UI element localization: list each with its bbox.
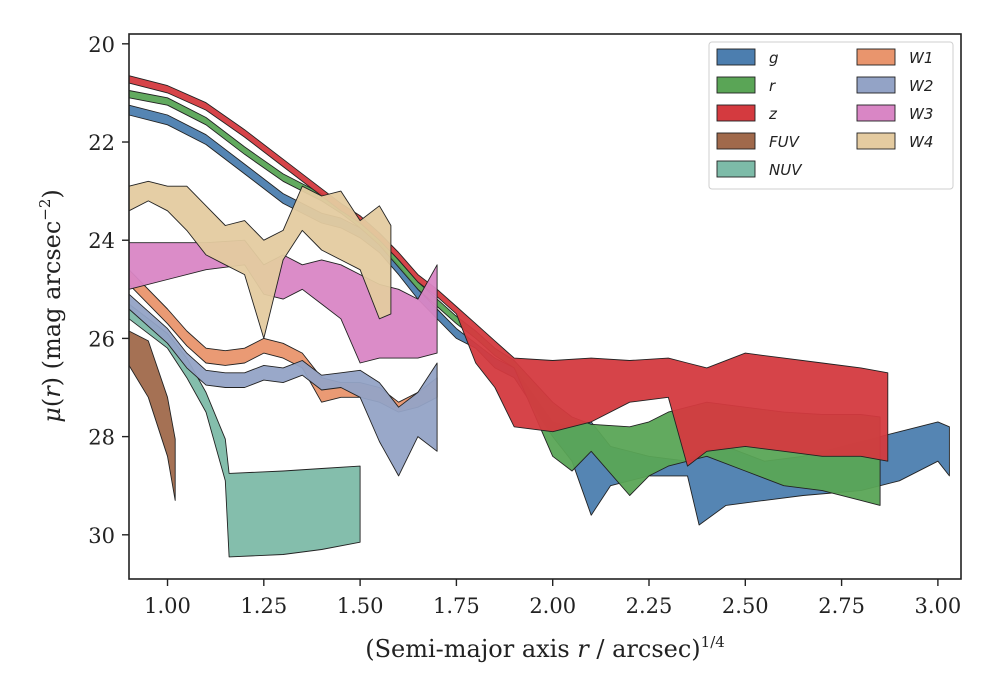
band-fuv: [128, 330, 176, 501]
legend-swatch-nuv: [716, 160, 756, 178]
legend-swatch-w4: [856, 132, 896, 150]
x-tick-label: 1.25: [240, 594, 287, 618]
y-tick-label: 26: [88, 327, 115, 351]
y-axis-label-rest: ) (mag arcsec: [38, 221, 66, 387]
y-axis-label-close: ): [38, 189, 66, 198]
x-tick-label: 2.50: [722, 594, 769, 618]
plot-frame: [128, 33, 962, 580]
y-axis-ticks: 20 22 24 26 28 30: [88, 33, 129, 548]
y-axis-label-exp: −2: [36, 199, 54, 221]
y-axis-label: μ(r) (mag arcsec−2): [36, 189, 66, 423]
x-axis-label-exp: 1/4: [701, 633, 725, 651]
legend: grz FUV NUV W1 W2 W3 W4: [708, 41, 954, 190]
x-tick-label: 1.00: [144, 594, 191, 618]
x-tick-label: 1.75: [433, 594, 480, 618]
legend-label-w2: W2: [909, 77, 933, 95]
legend-label-w3: W3: [909, 105, 933, 123]
series-layer: [128, 75, 950, 558]
legend-label-g: g: [769, 49, 779, 67]
y-axis-label-mu: μ: [38, 407, 66, 423]
x-axis-label-var: r: [577, 635, 590, 663]
legend-swatch-g: [716, 48, 756, 66]
x-tick-label: 2.00: [529, 594, 576, 618]
y-tick-label: 20: [88, 33, 115, 57]
legend-swatch-w2: [856, 76, 896, 94]
x-tick-label: 3.00: [915, 594, 962, 618]
legend-swatch-z: [716, 104, 756, 122]
legend-swatch-fuv: [716, 132, 756, 150]
x-tick-label: 2.25: [626, 594, 673, 618]
legend-label-w4: W4: [909, 133, 933, 151]
y-tick-label: 28: [88, 426, 115, 450]
y-tick-label: 24: [88, 229, 115, 253]
band-w4: [128, 180, 392, 339]
x-tick-label: 1.50: [337, 594, 384, 618]
legend-swatch-w3: [856, 104, 896, 122]
x-axis-ticks: 1.00 1.25 1.50 1.75 2.00 2.25 2.50 2.75 3.00: [144, 579, 961, 618]
legend-label-w1: W1: [909, 49, 933, 67]
legend-swatch-r: [716, 76, 756, 94]
y-tick-label: 30: [88, 524, 115, 548]
legend-swatch-w1: [856, 48, 896, 66]
band-w2: [128, 293, 438, 477]
legend-label-nuv: NUV: [769, 161, 803, 179]
y-tick-label: 22: [88, 131, 115, 155]
legend-label-fuv: FUV: [769, 133, 801, 151]
legend-label-z: z: [768, 105, 778, 123]
y-axis-label-open: (: [38, 398, 66, 407]
y-axis-label-var: r: [38, 385, 66, 398]
x-axis-label-pre: (Semi-major axis: [365, 635, 577, 663]
legend-label-r: r: [769, 77, 776, 95]
x-tick-label: 2.75: [818, 594, 865, 618]
x-axis-label-post: / arcsec): [589, 635, 701, 663]
x-axis-label: (Semi-major axis r / arcsec)1/4: [365, 633, 725, 663]
